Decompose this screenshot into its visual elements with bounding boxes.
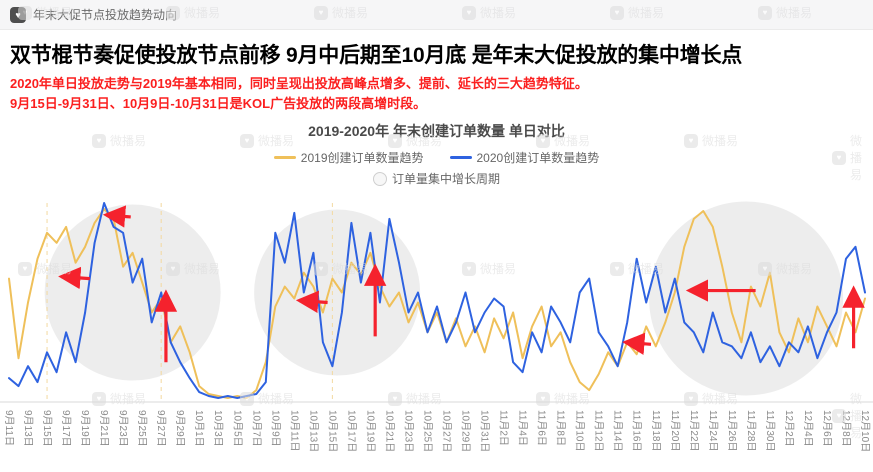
svg-text:10月19日: 10月19日 — [364, 410, 376, 452]
svg-text:12月6日: 12月6日 — [821, 410, 833, 447]
svg-text:11月14日: 11月14日 — [612, 410, 624, 452]
svg-text:9月13日: 9月13日 — [22, 410, 34, 447]
legend-label-growth-cycle: 订单量集中增长周期 — [391, 172, 500, 187]
svg-text:11月26日: 11月26日 — [726, 410, 738, 452]
svg-text:10月3日: 10月3日 — [212, 410, 224, 447]
legend-item-2019[interactable]: 2019创建订单数量趋势 — [273, 149, 424, 166]
insight-line-2: 9月15日-9月31日、10月9日-10月31日是KOL广告投放的两段高增时段。 — [10, 96, 427, 112]
svg-text:10月9日: 10月9日 — [269, 410, 281, 447]
svg-text:11月20日: 11月20日 — [669, 410, 681, 452]
svg-text:11月10日: 11月10日 — [574, 410, 586, 452]
svg-text:11月12日: 11月12日 — [593, 410, 605, 452]
legend-label-2020: 2020创建订单数量趋势 — [476, 151, 600, 166]
svg-text:11月6日: 11月6日 — [536, 410, 548, 446]
legend-swatch-growth-circle — [372, 171, 387, 186]
svg-text:10月15日: 10月15日 — [326, 410, 338, 452]
svg-text:11月24日: 11月24日 — [707, 410, 719, 452]
insight-text: 2020年单日投放走势与2019年基本相同，同时呈现出投放高峰点增多、提前、延长… — [0, 74, 873, 114]
svg-text:11月22日: 11月22日 — [688, 410, 700, 452]
svg-text:9月15日: 9月15日 — [41, 410, 53, 447]
svg-text:10月31日: 10月31日 — [479, 410, 491, 452]
svg-text:10月7日: 10月7日 — [250, 410, 262, 447]
svg-text:12月10日: 12月10日 — [859, 410, 871, 452]
legend-swatch-2019 — [273, 156, 296, 160]
legend-item-growth-cycle[interactable]: 订单量集中增长周期 — [372, 170, 500, 187]
svg-text:11月16日: 11月16日 — [631, 410, 643, 452]
svg-text:10月5日: 10月5日 — [231, 410, 243, 447]
svg-text:9月25日: 9月25日 — [136, 410, 148, 447]
svg-text:10月21日: 10月21日 — [383, 410, 395, 452]
svg-text:11月30日: 11月30日 — [764, 410, 776, 452]
svg-text:11月8日: 11月8日 — [555, 410, 567, 446]
svg-text:10月29日: 10月29日 — [460, 410, 472, 452]
svg-text:10月23日: 10月23日 — [402, 410, 414, 452]
svg-text:12月4日: 12月4日 — [802, 410, 814, 447]
legend-label-2019: 2019创建订单数量趋势 — [300, 151, 424, 166]
chart-legend-row-2: 订单量集中增长周期 — [0, 170, 873, 187]
legend-item-2020[interactable]: 2020创建订单数量趋势 — [449, 149, 600, 166]
page-title: 双节棍节奏促使投放节点前移 9月中后期至10月底 是年末大促投放的集中增长点 — [10, 44, 743, 67]
svg-text:9月29日: 9月29日 — [174, 410, 186, 447]
svg-text:9月17日: 9月17日 — [60, 410, 72, 447]
svg-text:9月19日: 9月19日 — [79, 410, 91, 447]
chart-title: 2019-2020年 年末创建订单数量 单日对比 — [308, 123, 565, 140]
svg-text:9月21日: 9月21日 — [98, 410, 110, 447]
legend-swatch-2020 — [449, 156, 472, 160]
svg-text:11月4日: 11月4日 — [517, 410, 529, 446]
svg-text:9月27日: 9月27日 — [155, 410, 167, 447]
weiboyi-logo-icon: ♥ — [10, 6, 26, 23]
svg-text:10月17日: 10月17日 — [345, 410, 357, 452]
svg-text:10月13日: 10月13日 — [307, 410, 319, 452]
topbar: ♥ 年末大促节点投放趋势动向 — [0, 0, 873, 30]
insight-line-1: 2020年单日投放走势与2019年基本相同，同时呈现出投放高峰点增多、提前、延长… — [10, 76, 588, 91]
order-trend-line-chart: 9月11日 9月13日 9月15日 9月17日 9月19日 9月21日 9月23日 9月25日… — [0, 201, 873, 453]
svg-text:9月23日: 9月23日 — [117, 410, 129, 447]
svg-text:12月2日: 12月2日 — [783, 410, 795, 447]
svg-text:11月18日: 11月18日 — [650, 410, 662, 452]
svg-text:10月11日: 10月11日 — [288, 410, 300, 452]
svg-text:10月25日: 10月25日 — [421, 410, 433, 452]
svg-text:10月27日: 10月27日 — [441, 410, 453, 452]
topbar-title: 年末大促节点投放趋势动向 — [33, 8, 178, 22]
chart-legend-row-1: 2019创建订单数量趋势 2020创建订单数量趋势 — [0, 149, 873, 166]
svg-text:11月2日: 11月2日 — [498, 410, 510, 446]
svg-text:10月1日: 10月1日 — [193, 410, 205, 447]
svg-text:9月11日: 9月11日 — [3, 410, 15, 446]
svg-text:11月28日: 11月28日 — [745, 410, 757, 452]
svg-text:12月8日: 12月8日 — [840, 410, 852, 447]
